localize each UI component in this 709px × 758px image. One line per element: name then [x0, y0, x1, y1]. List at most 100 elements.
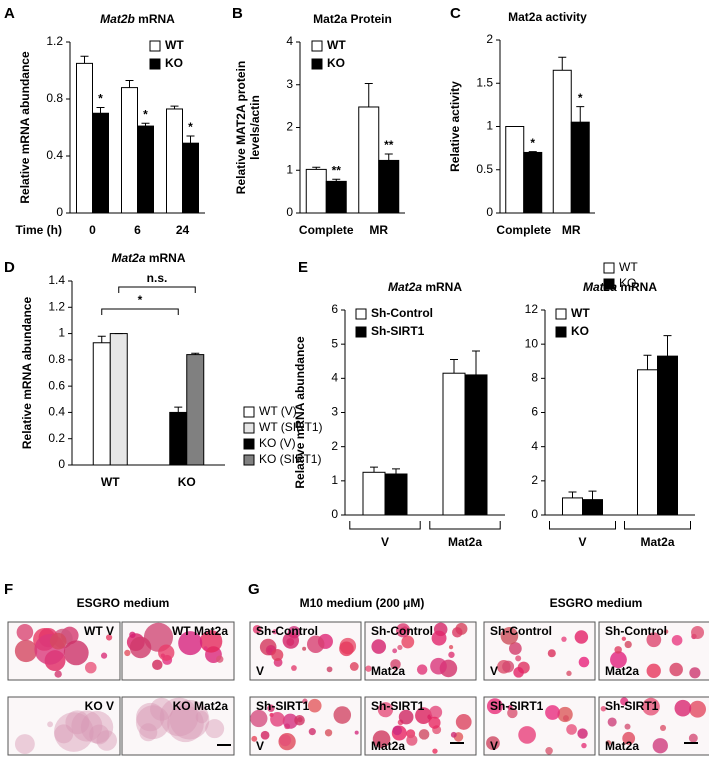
colony: [621, 636, 627, 641]
category-bracket: [349, 521, 421, 530]
colony: [89, 724, 110, 745]
y-tick-label: 5: [331, 336, 338, 350]
chart-title: Mat2a mRNA: [111, 251, 185, 265]
colony: [49, 632, 67, 650]
colony: [574, 630, 589, 644]
bar: [169, 411, 188, 466]
colony: [646, 663, 661, 678]
colony: [452, 627, 463, 638]
legend-swatch: [243, 438, 255, 450]
micrograph: [364, 621, 477, 681]
title-gene: Mat2a: [111, 251, 145, 265]
colony: [105, 634, 113, 641]
colony: [614, 646, 622, 654]
error-bar: [558, 56, 567, 71]
error-bar: [191, 352, 200, 355]
colony: [600, 705, 607, 712]
x-tick-label: MR: [369, 223, 388, 237]
y-tick-label: 1: [286, 162, 293, 176]
colony: [150, 697, 174, 721]
bar: [182, 142, 199, 214]
colony: [339, 641, 354, 657]
bar: [76, 62, 93, 214]
colony: [688, 733, 698, 743]
colony: [515, 655, 522, 662]
bar: [384, 473, 408, 516]
colony: [71, 710, 103, 742]
colony: [139, 723, 158, 742]
colony: [270, 711, 285, 727]
colony: [652, 738, 668, 754]
colony: [577, 728, 588, 739]
x-tick-label: 0: [89, 223, 96, 237]
colony: [250, 709, 268, 728]
bar: [562, 497, 583, 516]
micrograph: [483, 696, 596, 756]
image-label: Sh-SIRT1: [605, 699, 659, 713]
comparison-label: n.s.: [147, 271, 168, 285]
x-tick-label: 24: [176, 223, 190, 237]
significance: *: [188, 120, 193, 134]
scale-bar: [684, 742, 698, 744]
image-label: WT V: [84, 624, 114, 638]
colony: [669, 662, 683, 677]
bar: [186, 354, 205, 466]
image-frame: [121, 696, 235, 756]
error-bar: [332, 178, 341, 182]
colony: [646, 632, 662, 648]
y-axis-label: Relative mRNA abundance: [20, 297, 34, 450]
x-tick-label: V: [381, 535, 389, 549]
chart-title: Mat2a mRNA: [583, 280, 657, 294]
title-text: mRNA: [620, 280, 657, 294]
y-tick-label: 6: [331, 302, 338, 316]
panel-label: E: [298, 259, 308, 276]
y-tick-label: 4: [531, 439, 538, 453]
colony: [518, 726, 536, 744]
colony: [251, 735, 258, 742]
image-label: V: [256, 739, 264, 753]
colony: [561, 636, 567, 642]
panel-title: ESGRO medium: [550, 596, 643, 610]
legend-swatch: [243, 422, 255, 434]
bar: [570, 121, 590, 214]
micrograph: [598, 696, 709, 756]
error-bar: [663, 335, 672, 357]
colony: [159, 697, 199, 737]
category-bracket: [549, 521, 616, 530]
title-text: mRNA: [149, 251, 186, 265]
image-label: Sh-SIRT1: [490, 699, 544, 713]
legend-swatch: [355, 308, 367, 320]
bar: [121, 87, 138, 214]
legend-swatch: [555, 308, 567, 320]
colony: [624, 723, 631, 730]
y-tick-label: 1: [58, 326, 65, 340]
chart: Mat2a mRNA 0 2 4 6 8 10 12 V Mat2a WT KO: [525, 280, 695, 549]
chart: A Mat2b mRNA Relative mRNA abundance 0 0.4 0.…: [4, 5, 205, 237]
colony: [418, 729, 430, 740]
legend-swatch: [355, 326, 367, 338]
colony: [14, 639, 38, 663]
colony: [429, 705, 443, 719]
legend-label: WT: [327, 38, 346, 52]
colony: [415, 707, 432, 724]
colony: [63, 640, 89, 666]
bar: [637, 369, 658, 516]
error-bar: [96, 107, 105, 114]
x-tick-label: MR: [562, 223, 581, 237]
chart-title: Mat2a mRNA: [388, 280, 462, 294]
colony: [272, 629, 278, 635]
legend-label: WT (V): [259, 404, 297, 418]
bar: [523, 151, 543, 214]
panel-label: C: [450, 5, 461, 22]
image-label: Sh-Control: [605, 624, 667, 638]
panel-label: F: [4, 581, 13, 598]
colony: [53, 712, 94, 752]
x-tick-label: KO: [178, 475, 196, 489]
scale-bar: [450, 742, 464, 744]
bar: [362, 471, 386, 516]
colony: [689, 700, 707, 718]
comparison-bracket: [101, 308, 179, 315]
y-tick-label: 0.2: [48, 431, 65, 445]
colony: [545, 705, 560, 720]
legend-label: KO: [165, 56, 183, 70]
